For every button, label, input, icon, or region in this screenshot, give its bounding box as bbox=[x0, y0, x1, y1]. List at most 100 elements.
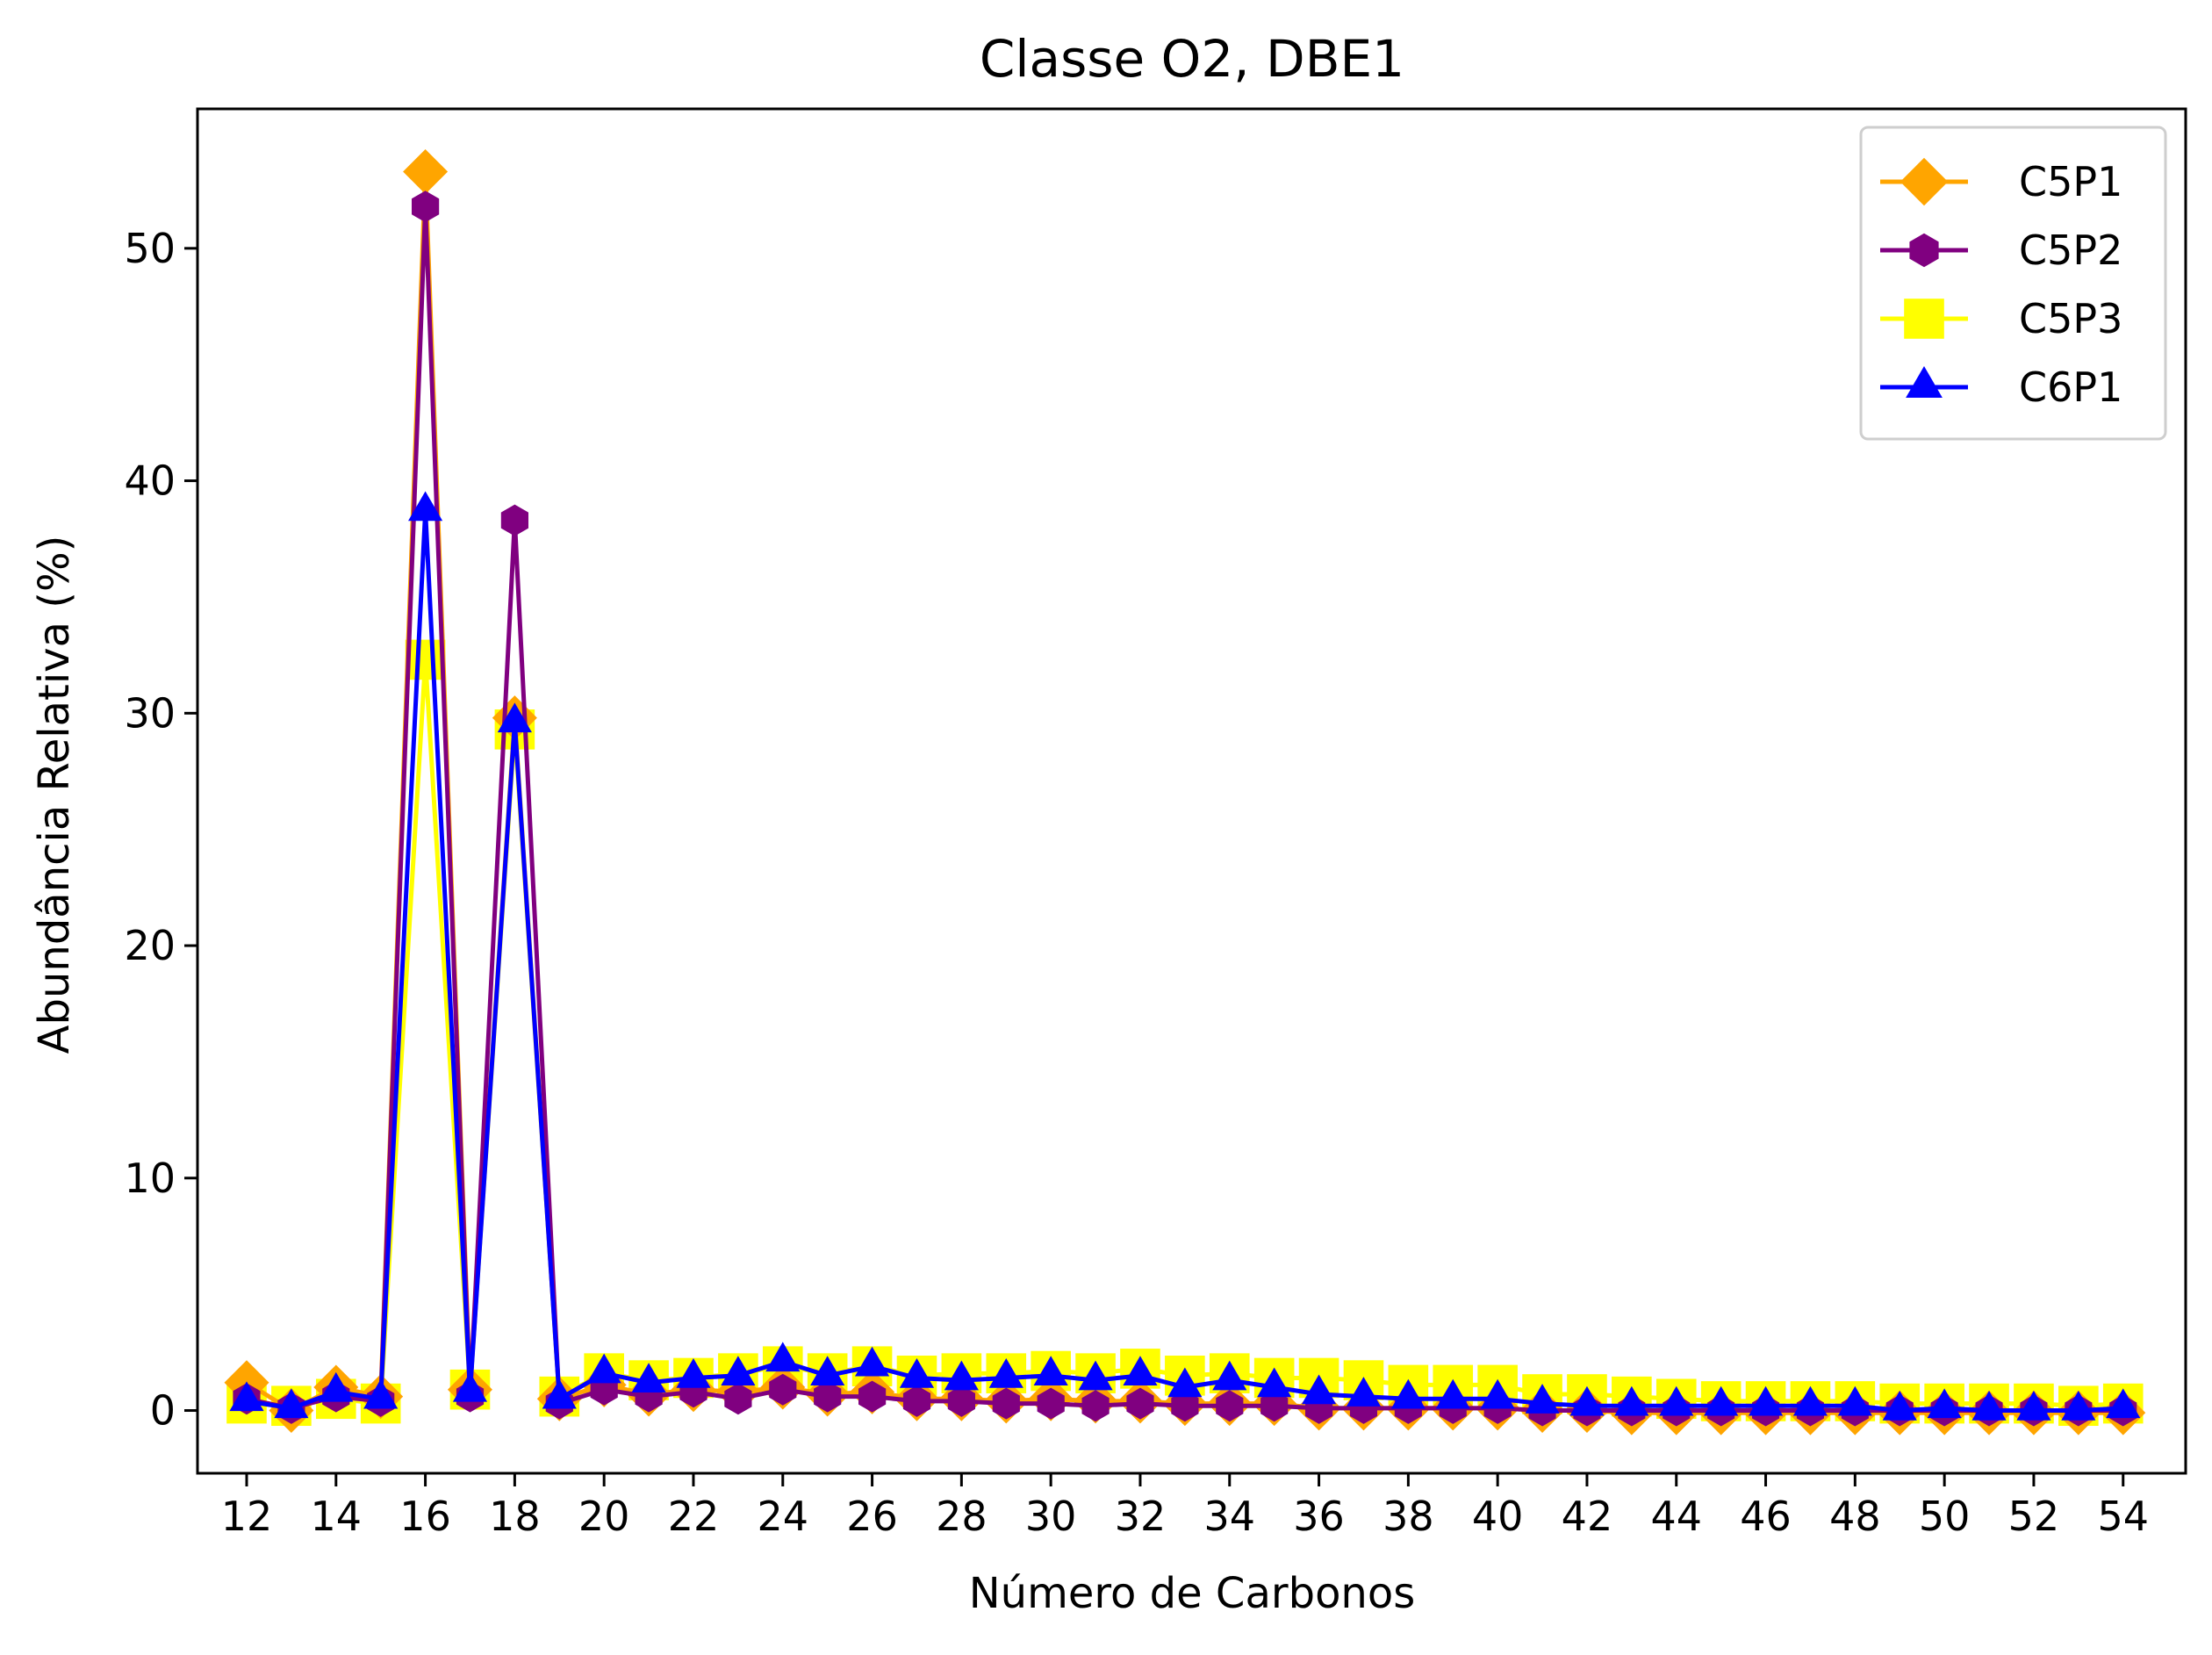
legend-item: C6P1 bbox=[1880, 363, 2122, 411]
data-point bbox=[1081, 1390, 1110, 1422]
data-point bbox=[1435, 1378, 1470, 1409]
data-point bbox=[452, 1371, 488, 1402]
legend-marker bbox=[1900, 157, 1949, 206]
data-point bbox=[1033, 1356, 1068, 1386]
x-tick-label: 16 bbox=[399, 1493, 451, 1540]
data-point bbox=[1480, 1378, 1515, 1409]
data-point bbox=[1704, 1385, 1739, 1416]
legend-item: C5P1 bbox=[1880, 157, 2122, 206]
data-point bbox=[1301, 1374, 1337, 1405]
y-tick-label: 0 bbox=[150, 1387, 176, 1435]
data-point bbox=[319, 1371, 354, 1402]
x-axis-label: Número de Carbonos bbox=[969, 1569, 1415, 1618]
data-point bbox=[676, 1357, 711, 1388]
data-point bbox=[1390, 1378, 1426, 1409]
data-point bbox=[810, 1356, 845, 1386]
data-point bbox=[229, 1381, 264, 1412]
data-point bbox=[1346, 1377, 1382, 1407]
data-point bbox=[2106, 1388, 2141, 1419]
data-point bbox=[769, 1373, 797, 1406]
data-point bbox=[721, 1356, 756, 1386]
legend-item: C5P3 bbox=[1880, 295, 2122, 342]
data-point bbox=[1123, 1356, 1158, 1386]
x-tick-label: 44 bbox=[1650, 1493, 1702, 1540]
x-tick-label: 20 bbox=[578, 1493, 630, 1540]
x-tick-label: 36 bbox=[1293, 1493, 1345, 1540]
x-tick-label: 32 bbox=[1115, 1493, 1167, 1540]
data-point bbox=[1078, 1360, 1113, 1391]
data-point bbox=[412, 191, 440, 223]
data-point bbox=[1212, 1360, 1247, 1391]
data-point bbox=[1748, 1385, 1784, 1416]
data-point bbox=[1257, 1367, 1292, 1398]
data-point bbox=[814, 1380, 842, 1413]
x-tick-label: 52 bbox=[2008, 1493, 2060, 1540]
data-point bbox=[1927, 1388, 1962, 1419]
data-point bbox=[947, 1385, 975, 1417]
data-point bbox=[1525, 1384, 1560, 1414]
data-point bbox=[586, 1353, 621, 1384]
y-tick-label: 20 bbox=[124, 922, 176, 969]
x-tick-label: 40 bbox=[1472, 1493, 1524, 1540]
data-point bbox=[1837, 1385, 1872, 1416]
legend: C5P1 C5P2 C5P3 C6P1 bbox=[1859, 126, 2167, 441]
data-point bbox=[724, 1383, 752, 1415]
data-point bbox=[408, 491, 443, 522]
x-tick-label: 42 bbox=[1562, 1493, 1613, 1540]
data-point bbox=[988, 1357, 1023, 1388]
y-tick-label: 30 bbox=[124, 689, 176, 737]
x-tick-label: 30 bbox=[1025, 1493, 1077, 1540]
data-point bbox=[1659, 1385, 1694, 1416]
data-point bbox=[497, 702, 532, 733]
x-tick-label: 26 bbox=[846, 1493, 898, 1540]
data-point bbox=[2016, 1391, 2051, 1421]
data-point bbox=[1126, 1387, 1154, 1420]
x-tick-label: 22 bbox=[668, 1493, 720, 1540]
data-point bbox=[902, 1385, 931, 1417]
x-tick-label: 54 bbox=[2097, 1493, 2149, 1540]
legend-label: C5P1 bbox=[2019, 158, 2122, 205]
legend-label: C5P3 bbox=[2019, 295, 2122, 342]
series-c6p1 bbox=[229, 491, 2141, 1421]
data-point bbox=[1216, 1390, 1244, 1422]
data-point bbox=[992, 1387, 1020, 1420]
axis-ticks: 12 14 16 18 20 22 24 26 28 30 32 34 36 38 40 42 44 46 48 50… bbox=[124, 225, 2149, 1540]
data-point bbox=[542, 1378, 577, 1409]
data-point bbox=[403, 148, 449, 194]
chart-title: Classe O2, DBE1 bbox=[980, 29, 1404, 89]
x-tick-label: 18 bbox=[489, 1493, 541, 1540]
legend-label: C6P1 bbox=[2019, 363, 2122, 411]
legend-marker bbox=[1904, 299, 1944, 339]
data-point bbox=[944, 1360, 979, 1391]
legend-marker bbox=[1906, 366, 1943, 398]
y-tick-label: 10 bbox=[124, 1155, 176, 1202]
data-point bbox=[899, 1357, 935, 1388]
legend-item: C5P2 bbox=[1880, 227, 2122, 274]
x-tick-label: 38 bbox=[1382, 1493, 1434, 1540]
data-point bbox=[1614, 1385, 1649, 1416]
data-point bbox=[1971, 1391, 2007, 1421]
x-tick-label: 46 bbox=[1740, 1493, 1792, 1540]
x-tick-label: 14 bbox=[311, 1493, 363, 1540]
data-point bbox=[405, 639, 446, 680]
plot-series bbox=[224, 148, 2146, 1436]
y-tick-label: 40 bbox=[124, 457, 176, 505]
data-point bbox=[1882, 1391, 1917, 1421]
data-point bbox=[274, 1388, 309, 1419]
y-axis-label: Abundância Relativa (%) bbox=[30, 536, 79, 1054]
data-point bbox=[1792, 1385, 1828, 1416]
data-point bbox=[1167, 1367, 1203, 1398]
data-point bbox=[1260, 1390, 1289, 1422]
x-tick-label: 24 bbox=[758, 1493, 809, 1540]
plot-frame bbox=[196, 107, 2187, 1475]
x-tick-label: 50 bbox=[1919, 1493, 1971, 1540]
x-tick-label: 34 bbox=[1203, 1493, 1255, 1540]
data-point bbox=[765, 1342, 801, 1372]
data-point bbox=[1171, 1390, 1199, 1422]
x-tick-label: 28 bbox=[936, 1493, 988, 1540]
legend-label: C5P2 bbox=[2019, 227, 2122, 274]
data-point bbox=[1037, 1387, 1065, 1420]
y-tick-label: 50 bbox=[124, 225, 176, 272]
